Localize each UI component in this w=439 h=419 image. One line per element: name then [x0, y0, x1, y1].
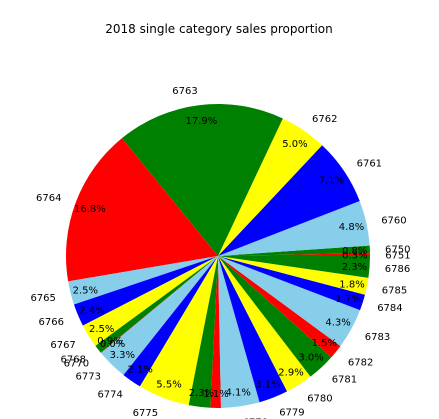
- pie-slice-6770: [100, 256, 218, 354]
- slice-pct-6768: 0.9%: [97, 336, 122, 347]
- slice-label-6767: 6767: [50, 340, 75, 351]
- slice-label-6782: 6782: [348, 357, 373, 368]
- pie-slice-6762: [218, 118, 323, 256]
- slice-pct-6775: 5.5%: [156, 380, 181, 391]
- slice-label-6750: 6750: [385, 245, 410, 256]
- slice-label-6763: 6763: [172, 86, 197, 97]
- slice-pct-6767: 2.5%: [89, 324, 114, 335]
- slice-label-6764: 6764: [36, 193, 61, 204]
- slice-pct-6764: 16.8%: [74, 204, 106, 215]
- slice-label-6785: 6785: [382, 285, 407, 296]
- pie-slice-6768: [95, 256, 218, 353]
- pie-slice-6780: [218, 256, 311, 392]
- slice-pct-6770: 0.0%: [100, 339, 125, 350]
- pie-slice-6763: [121, 103, 283, 256]
- slice-pct-6760: 4.8%: [339, 222, 364, 233]
- pie-slice-6774: [123, 256, 218, 387]
- slice-label-6773: 6773: [76, 372, 101, 383]
- pie-slice-6782: [218, 256, 341, 358]
- slice-label-6762: 6762: [312, 114, 337, 125]
- slice-pct-6774: 2.1%: [127, 365, 152, 376]
- pie-slice-6761: [218, 145, 360, 256]
- pie-slice-6751: [218, 253, 370, 256]
- pie-slice-6764: [66, 138, 218, 282]
- pie-slices: [66, 103, 370, 408]
- slice-pct-6773: 3.3%: [110, 350, 135, 361]
- slice-label-6760: 6760: [381, 216, 406, 227]
- slice-pct-6776: 2.3%: [189, 388, 214, 399]
- slice-pct-6750: 0.8%: [342, 246, 367, 257]
- slice-pct-6781: 3.0%: [298, 352, 323, 363]
- pie-slice-6777: [210, 256, 221, 408]
- slice-pct-6784: 1.7%: [335, 294, 360, 305]
- slice-label-6765: 6765: [30, 293, 55, 304]
- slice-pct-6777: 1.1%: [203, 389, 228, 400]
- slice-pct-6780: 2.9%: [278, 368, 303, 379]
- pie-slice-6778: [218, 256, 260, 408]
- slice-label-6778: 6778: [243, 417, 268, 419]
- slice-pct-6786: 2.3%: [342, 262, 367, 273]
- pie-slice-6776: [188, 256, 218, 408]
- slice-pct-6779: 3.1%: [255, 379, 280, 390]
- slice-label-6751: 6751: [385, 250, 410, 261]
- slice-label-6783: 6783: [365, 332, 390, 343]
- slice-label-6775: 6775: [133, 408, 158, 419]
- slice-label-6774: 6774: [97, 390, 122, 401]
- slice-label-6781: 6781: [332, 375, 357, 386]
- slice-pct-6763: 17.9%: [186, 116, 218, 127]
- slice-pct-6765: 2.5%: [73, 285, 98, 296]
- pie-slice-6783: [218, 256, 361, 347]
- slice-pct-6782: 1.5%: [312, 338, 337, 349]
- slice-label-6770: 6770: [64, 359, 89, 370]
- slice-label-6786: 6786: [385, 264, 410, 275]
- slice-label-6766: 6766: [39, 317, 64, 328]
- slice-pct-6761: 7.1%: [319, 176, 344, 187]
- pie-slice-6779: [218, 256, 288, 403]
- pie-slice-6785: [218, 256, 369, 295]
- slice-pct-6783: 4.3%: [325, 318, 350, 329]
- slice-pct-6778: 4.1%: [225, 387, 250, 398]
- slice-label-6779: 6779: [279, 408, 304, 419]
- pie-slice-6781: [218, 256, 332, 377]
- pie-slice-6766: [73, 256, 219, 326]
- slice-label-6768: 6768: [61, 355, 86, 366]
- slice-label-6784: 6784: [377, 303, 402, 314]
- slice-pct-6751: 0.3%: [342, 251, 367, 262]
- pie-slice-6760: [218, 200, 370, 256]
- pie-slice-6767: [82, 256, 218, 346]
- slice-label-6780: 6780: [307, 393, 332, 404]
- slice-pct-6766: 2.4%: [79, 305, 104, 316]
- pie-slice-6765: [68, 256, 218, 305]
- slice-label-6761: 6761: [357, 159, 382, 170]
- pie-slice-6750: [218, 245, 370, 256]
- pie-slice-6775: [139, 256, 218, 406]
- pie-slice-6786: [218, 256, 370, 278]
- slice-pct-6785: 1.8%: [339, 279, 364, 290]
- pie-slice-6773: [101, 256, 218, 376]
- chart-title: 2018 single category sales proportion: [105, 22, 332, 36]
- pie-slice-6784: [218, 256, 365, 311]
- slice-pct-6762: 5.0%: [282, 139, 307, 150]
